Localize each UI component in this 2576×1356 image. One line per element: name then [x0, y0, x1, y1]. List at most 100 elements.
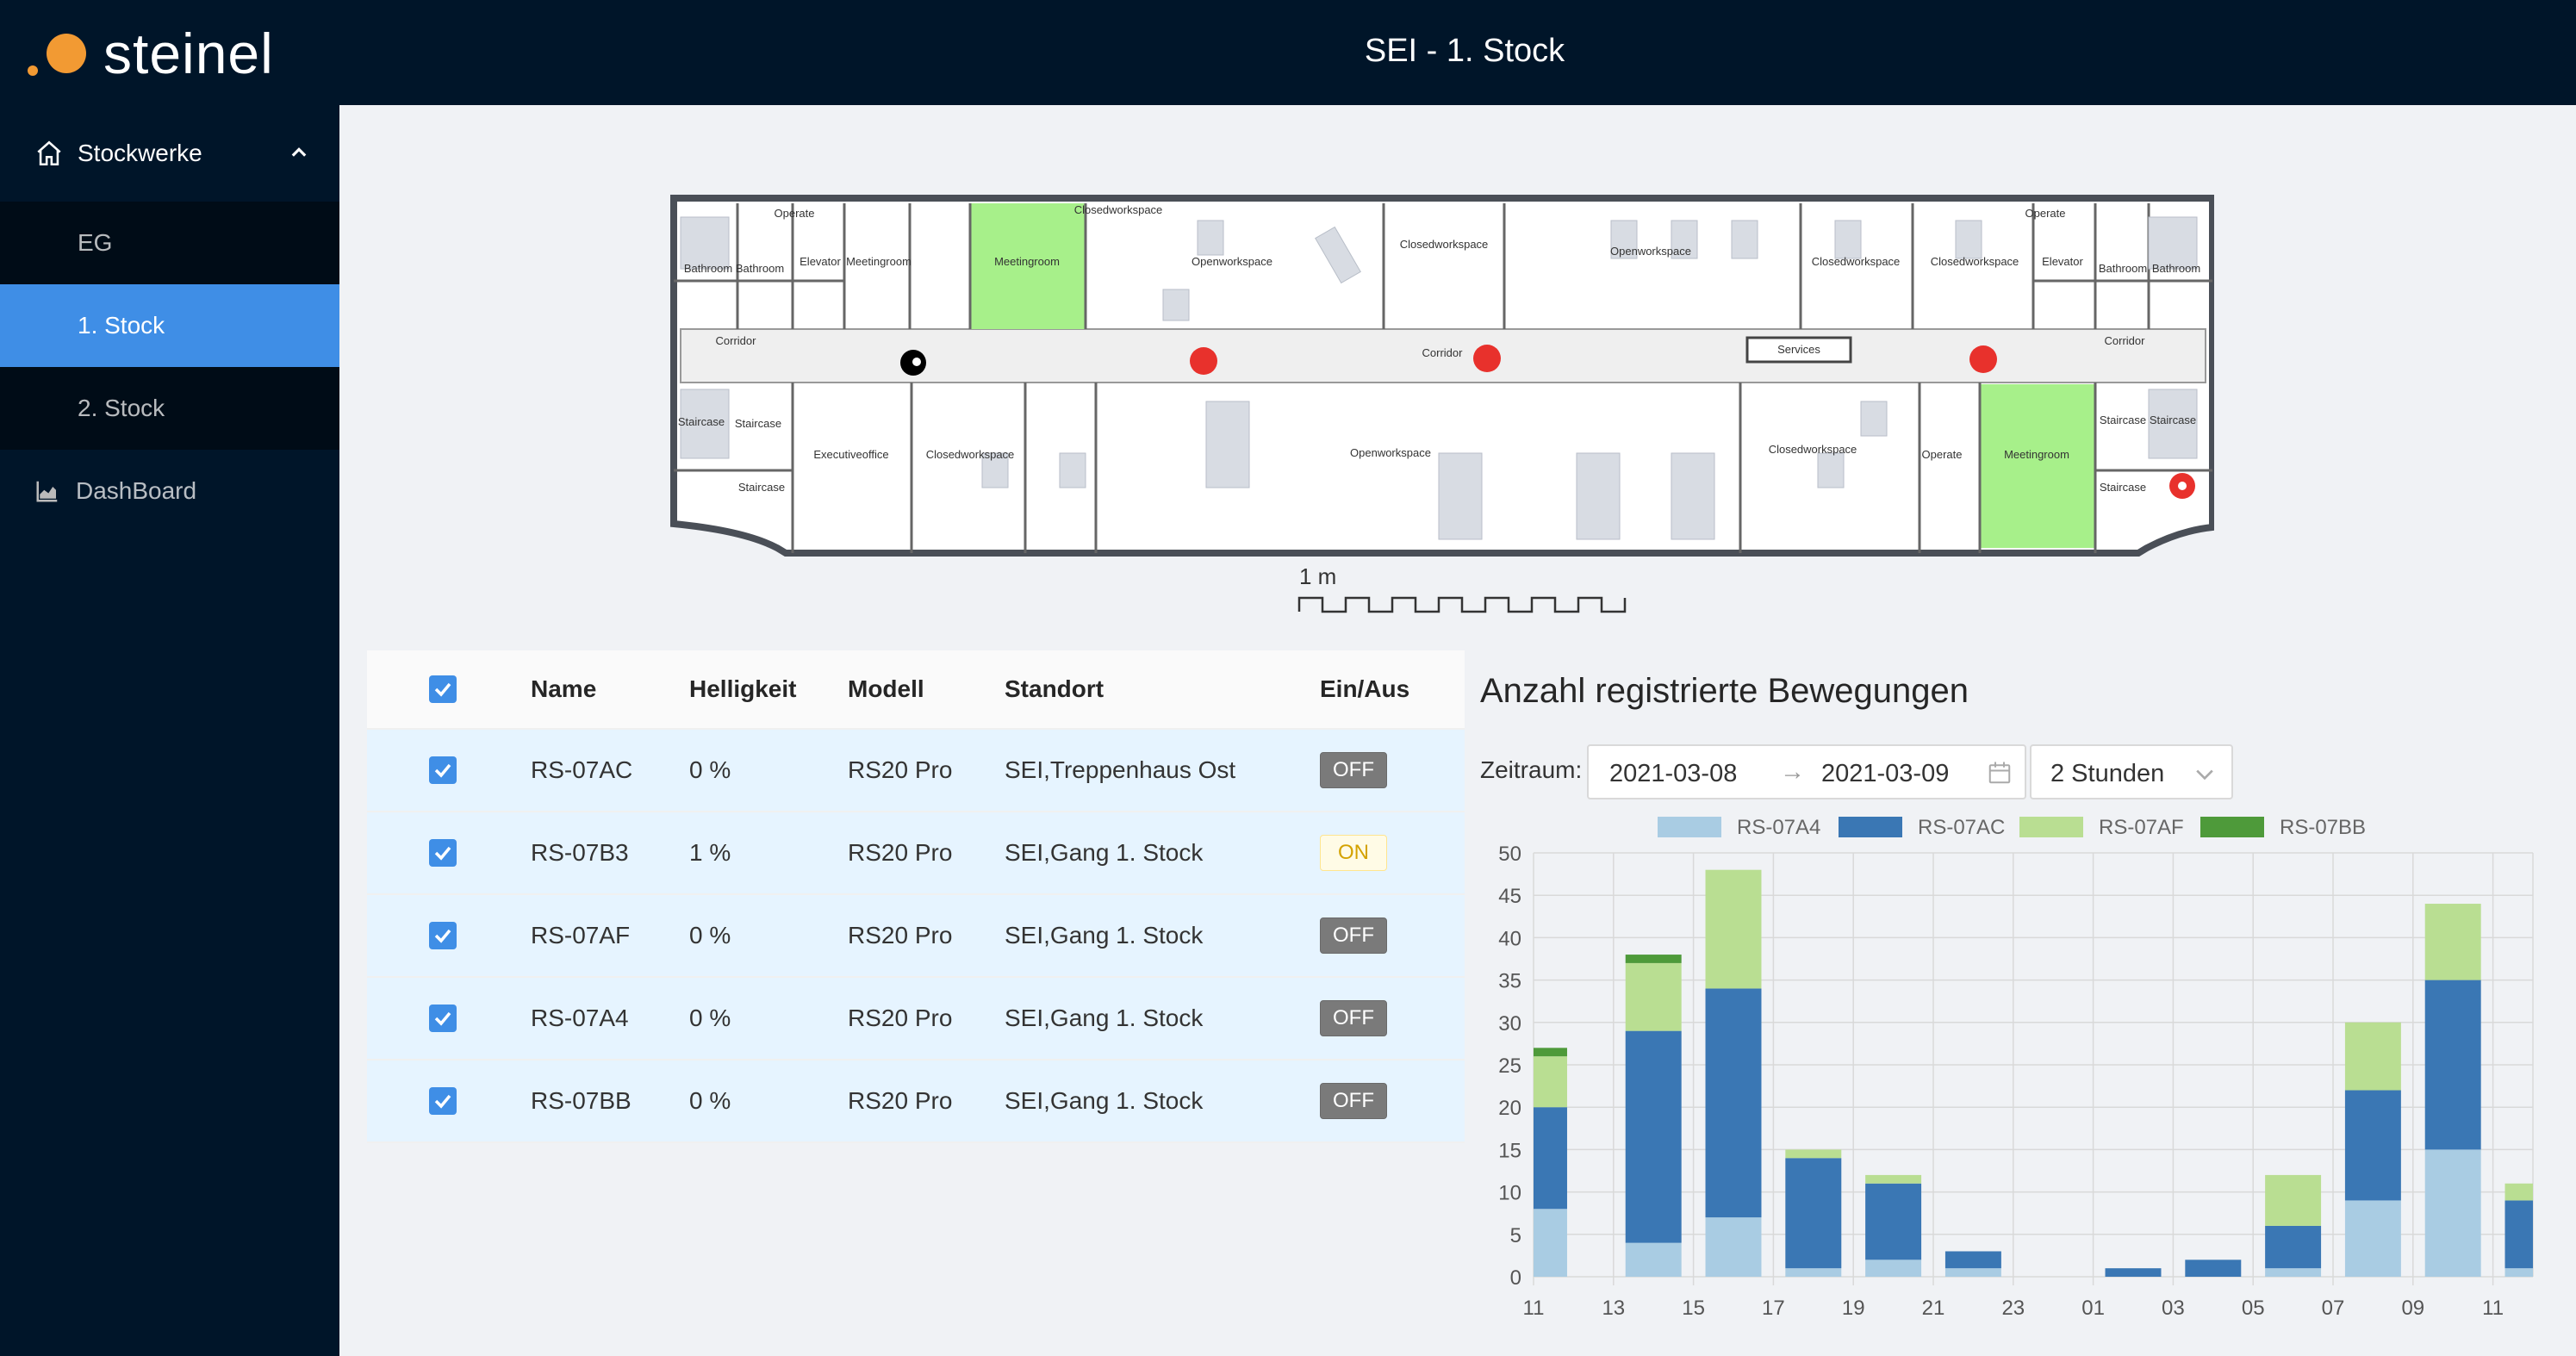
column-header-location[interactable]: Standort	[1005, 675, 1104, 702]
state-toggle-on[interactable]: ON	[1320, 835, 1387, 871]
svg-text:Services: Services	[1777, 343, 1820, 356]
bar-segment	[2265, 1225, 2322, 1269]
row-checkbox[interactable]	[429, 922, 457, 949]
table-row[interactable]: RS-07A4 0 % RS20 Pro SEI,Gang 1. Stock O…	[367, 978, 1465, 1061]
bar-segment	[1705, 1217, 1762, 1277]
date-from-input[interactable]: 2021-03-08	[1609, 760, 1738, 787]
cell-name: RS-07B3	[531, 839, 629, 866]
y-tick-label: 10	[1498, 1182, 1521, 1205]
cell-location: SEI,Treppenhaus Ost	[1005, 756, 1236, 783]
cell-location: SEI,Gang 1. Stock	[1005, 839, 1204, 866]
cell-location: SEI,Gang 1. Stock	[1005, 922, 1204, 949]
legend-swatch	[2019, 817, 2083, 837]
sidebar-item-2-stock[interactable]: 2. Stock	[0, 367, 339, 450]
caret-up-icon	[291, 147, 307, 157]
meetingroom-highlight[interactable]	[1980, 384, 2095, 548]
bar-segment	[2504, 1183, 2533, 1201]
sensor-marker[interactable]	[1473, 345, 1501, 372]
svg-text:Staircase: Staircase	[678, 415, 725, 428]
row-checkbox[interactable]	[429, 756, 457, 784]
svg-text:Closedworkspace: Closedworkspace	[1769, 443, 1857, 456]
cell-name: RS-07A4	[531, 1005, 629, 1031]
table-row[interactable]: RS-07AC 0 % RS20 Pro SEI,Treppenhaus Ost…	[367, 730, 1465, 812]
row-checkbox[interactable]	[429, 1005, 457, 1032]
interval-select[interactable]: 2 Stunden	[2030, 744, 2233, 799]
row-checkbox[interactable]	[429, 839, 457, 867]
svg-text:Operate: Operate	[2025, 207, 2066, 220]
floorplan: Operate Bathroom Bathroom Elevator Meetin…	[670, 195, 2214, 557]
meetingroom-highlight[interactable]	[970, 203, 1086, 329]
calendar-icon[interactable]	[1987, 760, 2013, 786]
cell-model: RS20 Pro	[848, 1005, 953, 1031]
legend-label: RS-07A4	[1737, 816, 1820, 839]
state-toggle-off[interactable]: OFF	[1320, 1083, 1387, 1119]
date-to-input[interactable]: 2021-03-09	[1821, 760, 1950, 787]
bar-segment	[2424, 980, 2481, 1150]
bar-segment	[1625, 1030, 1682, 1243]
cell-model: RS20 Pro	[848, 839, 953, 866]
bar-segment	[1785, 1158, 1842, 1269]
x-tick-label: 13	[1602, 1297, 1625, 1318]
brand-logo[interactable]: steinel	[28, 19, 274, 88]
bar-segment	[1785, 1149, 1842, 1159]
chevron-down-icon	[2196, 769, 2213, 781]
y-tick-label: 50	[1498, 843, 1521, 866]
logo-dot-small	[28, 65, 38, 76]
state-toggle-off[interactable]: OFF	[1320, 917, 1387, 954]
bar-segment	[1705, 988, 1762, 1218]
x-tick-label: 23	[2001, 1297, 2025, 1318]
svg-text:Closedworkspace: Closedworkspace	[1812, 255, 1901, 268]
sensor-table: Name Helligkeit Modell Standort Ein/Aus …	[367, 650, 1465, 1143]
bar-segment	[1534, 1209, 1567, 1277]
chart-title: Anzahl registrierte Bewegungen	[1480, 672, 1969, 710]
y-tick-label: 20	[1498, 1097, 1521, 1120]
sidebar-submenu: EG 1. Stock 2. Stock	[0, 202, 339, 450]
cell-name: RS-07AC	[531, 756, 633, 783]
svg-text:Closedworkspace: Closedworkspace	[926, 448, 1015, 461]
sidebar-item-eg[interactable]: EG	[0, 202, 339, 284]
bar-segment	[1785, 1268, 1842, 1277]
range-arrow-icon: →	[1780, 758, 1805, 786]
column-header-model[interactable]: Modell	[848, 675, 924, 702]
bar-segment	[1534, 1048, 1567, 1057]
svg-text:Openworkspace: Openworkspace	[1192, 255, 1272, 268]
bar-segment	[1534, 1056, 1567, 1108]
y-tick-label: 35	[1498, 970, 1521, 993]
date-range-picker[interactable]: 2021-03-08 → 2021-03-09	[1587, 744, 2026, 799]
cell-location: SEI,Gang 1. Stock	[1005, 1005, 1204, 1031]
svg-text:Staircase: Staircase	[2100, 414, 2146, 426]
column-header-brightness[interactable]: Helligkeit	[689, 675, 797, 702]
bar-segment	[2105, 1268, 2162, 1277]
state-toggle-off[interactable]: OFF	[1320, 752, 1387, 788]
table-row[interactable]: RS-07AF 0 % RS20 Pro SEI,Gang 1. Stock O…	[367, 895, 1465, 978]
bar-segment	[1944, 1268, 2001, 1277]
sensor-marker[interactable]	[1969, 345, 1997, 373]
sensor-marker[interactable]	[1190, 347, 1217, 375]
legend-swatch	[1839, 817, 1902, 837]
sidebar-group-stockwerke[interactable]: Stockwerke	[0, 105, 339, 202]
svg-text:Staircase: Staircase	[2100, 481, 2146, 494]
bar-segment	[1865, 1174, 1922, 1184]
interval-value: 2 Stunden	[2050, 760, 2165, 787]
table-row[interactable]: RS-07B3 1 % RS20 Pro SEI,Gang 1. Stock O…	[367, 812, 1465, 895]
brand-name: steinel	[103, 22, 274, 85]
y-tick-label: 45	[1498, 885, 1521, 908]
cell-brightness: 1 %	[689, 839, 731, 866]
svg-text:Staircase: Staircase	[738, 481, 785, 494]
sidebar-item-label: 1. Stock	[78, 312, 165, 339]
svg-text:Corridor: Corridor	[2105, 334, 2146, 347]
sidebar-item-1-stock[interactable]: 1. Stock	[0, 284, 339, 367]
svg-text:Operate: Operate	[1922, 448, 1963, 461]
svg-text:Openworkspace: Openworkspace	[1350, 446, 1431, 459]
sidebar-item-dashboard[interactable]: DashBoard	[0, 450, 339, 532]
sidebar-dashboard-label: DashBoard	[76, 477, 197, 504]
bar-segment	[2344, 1022, 2401, 1091]
state-toggle-off[interactable]: OFF	[1320, 1000, 1387, 1036]
select-all-checkbox[interactable]	[429, 675, 457, 703]
row-checkbox[interactable]	[429, 1087, 457, 1115]
column-header-switch[interactable]: Ein/Aus	[1320, 675, 1410, 702]
cell-model: RS20 Pro	[848, 922, 953, 949]
app-header: steinel SEI - 1. Stock	[0, 0, 2576, 105]
column-header-name[interactable]: Name	[531, 675, 597, 702]
table-row[interactable]: RS-07BB 0 % RS20 Pro SEI,Gang 1. Stock O…	[367, 1061, 1465, 1143]
